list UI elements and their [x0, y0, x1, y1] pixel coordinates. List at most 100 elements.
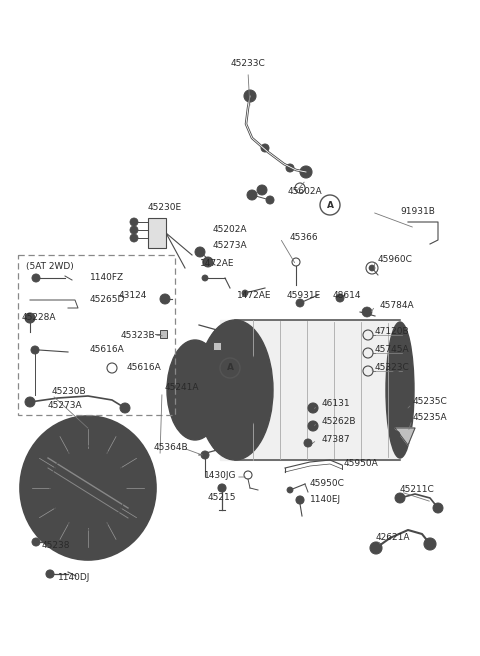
Text: 45323B: 45323B	[120, 331, 155, 340]
Text: 45950A: 45950A	[344, 459, 379, 468]
Text: 91931B: 91931B	[400, 207, 435, 216]
Ellipse shape	[296, 299, 304, 307]
Ellipse shape	[395, 493, 405, 503]
Text: 45364B: 45364B	[154, 443, 188, 451]
Ellipse shape	[266, 196, 274, 204]
Text: 1430JG: 1430JG	[204, 472, 236, 480]
Ellipse shape	[296, 496, 304, 504]
Text: 45241A: 45241A	[165, 384, 200, 392]
Ellipse shape	[32, 538, 40, 546]
Text: 45233C: 45233C	[230, 59, 265, 68]
Text: 45273A: 45273A	[48, 401, 83, 409]
Text: 45323C: 45323C	[375, 363, 410, 373]
Text: 45366: 45366	[290, 234, 319, 243]
Text: 47387: 47387	[322, 436, 350, 445]
Bar	[148, 218, 166, 248]
Ellipse shape	[370, 542, 382, 554]
Ellipse shape	[308, 403, 318, 413]
Ellipse shape	[401, 405, 407, 411]
Text: 45273A: 45273A	[213, 241, 248, 251]
Text: 1140FZ: 1140FZ	[90, 274, 124, 283]
Ellipse shape	[433, 503, 443, 513]
Ellipse shape	[205, 330, 229, 450]
Text: A: A	[227, 363, 233, 373]
Ellipse shape	[177, 352, 213, 428]
Text: 45616A: 45616A	[90, 346, 125, 354]
Text: 45230B: 45230B	[52, 388, 86, 396]
Ellipse shape	[83, 549, 93, 559]
Ellipse shape	[336, 294, 344, 302]
Ellipse shape	[137, 450, 147, 460]
Ellipse shape	[130, 234, 138, 242]
Ellipse shape	[29, 450, 39, 460]
Text: 45931E: 45931E	[287, 291, 321, 300]
Ellipse shape	[167, 340, 223, 440]
Ellipse shape	[386, 322, 414, 458]
Text: 45960C: 45960C	[378, 255, 413, 264]
Text: 45211C: 45211C	[400, 485, 435, 495]
Text: 45950C: 45950C	[310, 478, 345, 487]
Ellipse shape	[392, 386, 400, 394]
Ellipse shape	[287, 487, 293, 493]
Ellipse shape	[203, 257, 213, 267]
Ellipse shape	[392, 408, 400, 416]
Ellipse shape	[300, 166, 312, 178]
Text: 45602A: 45602A	[288, 188, 323, 197]
Ellipse shape	[137, 516, 147, 526]
Ellipse shape	[83, 417, 93, 427]
Polygon shape	[395, 428, 415, 445]
Text: 45745A: 45745A	[375, 346, 409, 354]
Ellipse shape	[25, 313, 35, 323]
Ellipse shape	[221, 334, 229, 342]
Ellipse shape	[392, 364, 400, 372]
Text: A: A	[326, 201, 334, 209]
Text: 45784A: 45784A	[380, 302, 415, 310]
Ellipse shape	[257, 185, 267, 195]
Ellipse shape	[160, 294, 170, 304]
Text: 45265D: 45265D	[90, 295, 125, 304]
Text: 48614: 48614	[333, 291, 361, 300]
Ellipse shape	[46, 570, 54, 578]
Bar	[160, 330, 167, 338]
Ellipse shape	[392, 431, 400, 439]
Text: 1472AE: 1472AE	[200, 258, 235, 268]
Ellipse shape	[31, 346, 39, 354]
Ellipse shape	[392, 341, 400, 349]
Ellipse shape	[202, 275, 208, 281]
Text: 47120B: 47120B	[375, 327, 409, 337]
Bar	[213, 342, 221, 350]
Ellipse shape	[201, 451, 209, 459]
Ellipse shape	[286, 164, 294, 172]
Ellipse shape	[369, 265, 375, 271]
Ellipse shape	[211, 340, 259, 440]
Ellipse shape	[130, 226, 138, 234]
Ellipse shape	[304, 439, 312, 447]
Ellipse shape	[362, 307, 372, 317]
Ellipse shape	[261, 144, 269, 152]
Text: 45616A: 45616A	[127, 363, 162, 373]
Ellipse shape	[242, 290, 248, 296]
Text: 45238: 45238	[42, 541, 71, 550]
Ellipse shape	[308, 421, 318, 431]
Polygon shape	[220, 320, 400, 460]
Text: 1140EJ: 1140EJ	[310, 495, 341, 504]
Ellipse shape	[247, 190, 257, 200]
Text: 45262B: 45262B	[322, 417, 357, 426]
Ellipse shape	[424, 538, 436, 550]
Text: 45228A: 45228A	[22, 314, 57, 323]
Ellipse shape	[195, 247, 205, 257]
Text: 42621A: 42621A	[376, 533, 410, 541]
Text: 45235C: 45235C	[413, 398, 448, 407]
Ellipse shape	[25, 397, 35, 407]
Text: (5AT 2WD): (5AT 2WD)	[26, 262, 74, 272]
Text: 45202A: 45202A	[213, 226, 248, 234]
Ellipse shape	[29, 516, 39, 526]
Text: 46131: 46131	[322, 400, 350, 409]
Text: 45215: 45215	[208, 493, 236, 502]
Ellipse shape	[218, 484, 226, 492]
Text: 43124: 43124	[119, 291, 147, 300]
Ellipse shape	[221, 360, 249, 420]
Ellipse shape	[130, 218, 138, 226]
Text: 1140DJ: 1140DJ	[58, 573, 90, 581]
Text: 45235A: 45235A	[413, 413, 448, 422]
